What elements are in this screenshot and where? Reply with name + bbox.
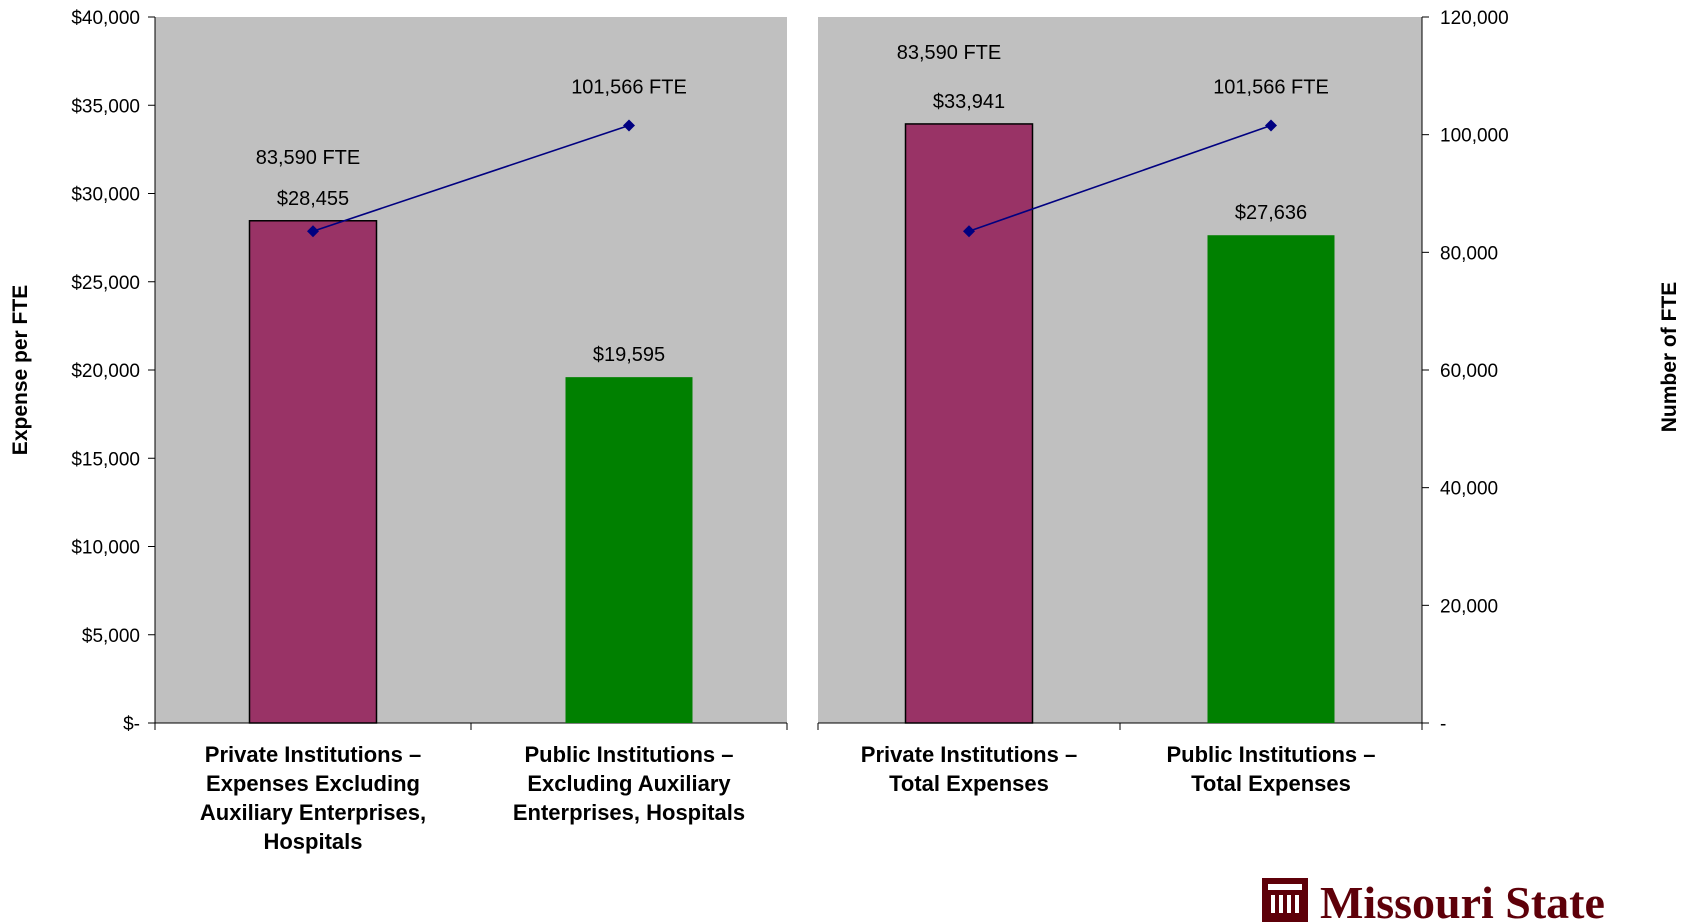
y-tick-label-left: $35,000 [71,96,140,117]
bar-value-label: $28,455 [277,188,349,210]
y-axis-left: $- $5,000 $10,000 $15,000 $20,000 $25,000 $30,… [71,8,156,735]
category-labels: Private Institutions – Expenses Excluding… [200,742,1376,854]
y-tick-label-right: - [1440,714,1446,735]
bar [565,377,693,723]
fte-label: 101,566 FTE [1213,76,1329,98]
category-label-line: Enterprises, Hospitals [513,800,745,825]
y-tick-label-left: $- [123,714,140,735]
category-label-line: Auxiliary Enterprises, [200,800,426,825]
y-tick-label-left: $5,000 [82,626,140,647]
category-label: Private Institutions – Total Expenses [861,742,1077,796]
bar [904,123,1034,724]
category-label-line: Private Institutions – [861,742,1077,767]
category-label-line: Total Expenses [889,771,1049,796]
y-axis-title-right: Number of FTE [1658,282,1681,433]
y-axis-title-left: Expense per FTE [9,285,32,455]
category-label-line: Public Institutions – [1166,742,1375,767]
bar [1207,235,1335,723]
university-logo: Missouri State [1262,877,1605,922]
category-label-line: Public Institutions – [524,742,733,767]
fte-marker [307,225,319,238]
data-labels: $28,455 $19,595 83,590 FTE 101,566 FTE $33,9… [256,42,1329,366]
category-label: Private Institutions – Expenses Excluding… [200,742,426,854]
logo-text: Missouri State [1320,877,1605,922]
fte-label: 101,566 FTE [571,76,687,98]
category-label: Public Institutions – Total Expenses [1166,742,1375,796]
bar [248,220,378,724]
fte-lines [307,119,1277,238]
category-label-line: Total Expenses [1191,771,1351,796]
fte-line [968,124,1272,232]
fte-marker [623,119,635,132]
category-label: Public Institutions – Excluding Auxiliary… [513,742,745,825]
y-tick-label-left: $10,000 [71,538,140,559]
y-tick-label-left: $30,000 [71,185,140,206]
bar-value-label: $27,636 [1235,202,1307,224]
fte-marker [1265,119,1277,132]
bar-value-label: $33,941 [933,91,1005,113]
y-axis-right: - 20,000 40,000 60,000 80,000 100,000 120,000 [1421,8,1509,735]
bar-value-label: $19,595 [593,344,665,366]
y-tick-label-left: $20,000 [71,361,140,382]
fte-label: 83,590 FTE [897,42,1002,64]
category-label-line: Expenses Excluding [206,771,420,796]
fte-label: 83,590 FTE [256,147,361,169]
category-label-line: Private Institutions – [205,742,421,767]
fte-marker [963,225,975,238]
fte-line [312,124,630,232]
y-tick-label-right: 100,000 [1440,126,1509,147]
y-tick-label-left: $40,000 [71,8,140,29]
bars [248,123,1335,724]
category-label-line: Hospitals [263,829,362,854]
y-tick-label-right: 120,000 [1440,8,1509,29]
y-tick-label-right: 40,000 [1440,479,1498,500]
y-tick-label-right: 80,000 [1440,243,1498,264]
y-tick-label-left: $15,000 [71,449,140,470]
y-tick-label-left: $25,000 [71,273,140,294]
y-tick-label-right: 60,000 [1440,361,1498,382]
category-label-line: Excluding Auxiliary [527,771,731,796]
y-tick-label-right: 20,000 [1440,596,1498,617]
